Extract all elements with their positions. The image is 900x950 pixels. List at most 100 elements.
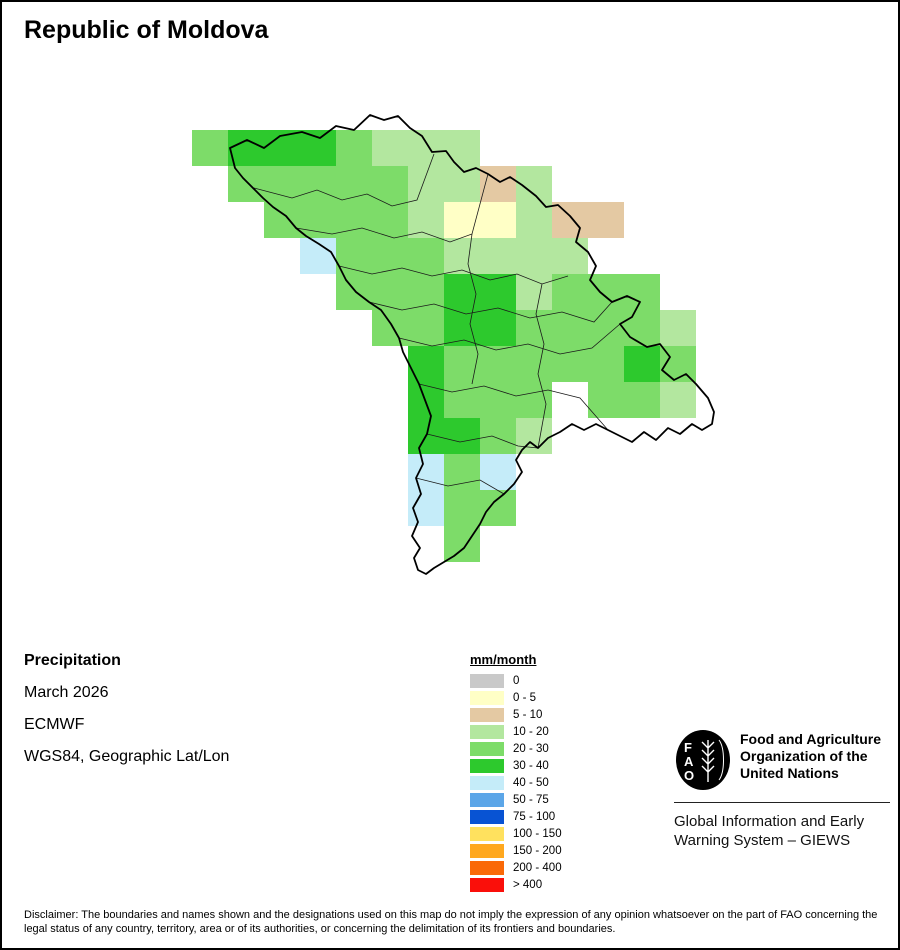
precip-cell [480, 454, 516, 490]
fao-divider [674, 802, 890, 803]
fao-logo-letter-f: F [684, 740, 692, 755]
legend-swatch [470, 827, 504, 841]
precip-cell [228, 130, 264, 166]
precip-cell [480, 346, 516, 382]
precip-cell [516, 346, 552, 382]
precip-cell [336, 202, 372, 238]
precip-cell [228, 166, 264, 202]
legend-label: 20 - 30 [513, 743, 549, 755]
precip-cell [372, 166, 408, 202]
legend-label: 40 - 50 [513, 777, 549, 789]
legend-swatch [470, 878, 504, 892]
precip-cell [516, 238, 552, 274]
precip-cell [660, 382, 696, 418]
precip-cell [336, 130, 372, 166]
precip-cell [300, 202, 336, 238]
precip-cell [444, 166, 480, 202]
legend-swatch [470, 810, 504, 824]
legend-swatch [470, 759, 504, 773]
country-border [229, 114, 715, 575]
precip-cell [372, 238, 408, 274]
precip-cell [408, 238, 444, 274]
precip-cell [372, 310, 408, 346]
legend-items: 0 0 - 5 5 - 10 10 - 20 20 - 30 30 - 40 40 - 50… [470, 674, 562, 892]
fao-block: F A O Food and Agriculture Organization … [674, 728, 890, 850]
precip-cell [300, 130, 336, 166]
legend-label: 10 - 20 [513, 726, 549, 738]
precip-cell [408, 454, 444, 490]
legend-row: 150 - 200 [470, 844, 562, 858]
fao-org-name: Food and Agriculture Organization of the… [740, 731, 882, 781]
precip-cell [516, 274, 552, 310]
precip-cell [408, 130, 444, 166]
precip-cell [552, 274, 588, 310]
legend-swatch [470, 742, 504, 756]
precip-cell [552, 346, 588, 382]
legend-label: 50 - 75 [513, 794, 549, 806]
legend-row: 50 - 75 [470, 793, 562, 807]
precip-cell [264, 202, 300, 238]
legend-swatch [470, 725, 504, 739]
fao-logo-letter-o: O [684, 768, 694, 783]
precip-cells [192, 130, 696, 562]
precip-cell [516, 202, 552, 238]
legend-row: 0 - 5 [470, 691, 562, 705]
legend-row: 100 - 150 [470, 827, 562, 841]
precip-cell [480, 490, 516, 526]
legend-label: 200 - 400 [513, 862, 562, 874]
moldova-map [192, 114, 715, 575]
legend-label: 0 - 5 [513, 692, 537, 704]
precip-cell [444, 418, 480, 454]
legend-label: 150 - 200 [513, 845, 562, 857]
precip-cell [444, 202, 480, 238]
legend-label: 75 - 100 [513, 811, 556, 823]
precip-cell [336, 274, 372, 310]
precip-cell [588, 382, 624, 418]
precip-cell [372, 202, 408, 238]
legend: mm/month 0 0 - 5 5 - 10 10 - 20 20 - 30 30 - … [470, 652, 562, 895]
map-info-block: Precipitation March 2026 ECMWF WGS84, Ge… [24, 652, 229, 780]
legend-label: > 400 [513, 879, 543, 891]
legend-row: 30 - 40 [470, 759, 562, 773]
precip-cell [480, 238, 516, 274]
precip-cell [372, 274, 408, 310]
legend-row: 20 - 30 [470, 742, 562, 756]
legend-row: 5 - 10 [470, 708, 562, 722]
precip-cell [408, 166, 444, 202]
legend-row: 0 [470, 674, 562, 688]
admin-boundaries [253, 153, 621, 495]
precip-cell [480, 418, 516, 454]
legend-swatch [470, 674, 504, 688]
wheat-ear-icon [701, 740, 715, 782]
legend-swatch [470, 844, 504, 858]
precip-cell [444, 274, 480, 310]
fao-logo-arc [718, 739, 724, 781]
precip-cell [372, 130, 408, 166]
precip-cell [408, 310, 444, 346]
precip-cell [336, 238, 372, 274]
precip-cell [444, 238, 480, 274]
fao-logo-letter-a: A [684, 754, 694, 769]
precip-cell [408, 382, 444, 418]
precip-cell [624, 346, 660, 382]
precip-cell [588, 274, 624, 310]
precip-cell [624, 274, 660, 310]
precip-cell [660, 310, 696, 346]
legend-swatch [470, 861, 504, 875]
fao-logo-icon: F A O [676, 730, 730, 790]
precip-cell [408, 202, 444, 238]
precip-cell [516, 418, 552, 454]
legend-row: 200 - 400 [470, 861, 562, 875]
precip-cell [588, 346, 624, 382]
precip-cell [444, 490, 480, 526]
precip-cell [516, 310, 552, 346]
giews-label: Global Information and Early Warning Sys… [674, 813, 865, 849]
precip-cell [552, 238, 588, 274]
precip-cell [192, 130, 228, 166]
precip-cell [588, 310, 624, 346]
legend-swatch [470, 776, 504, 790]
precip-cell [444, 346, 480, 382]
legend-row: > 400 [470, 878, 562, 892]
precip-cell [480, 310, 516, 346]
